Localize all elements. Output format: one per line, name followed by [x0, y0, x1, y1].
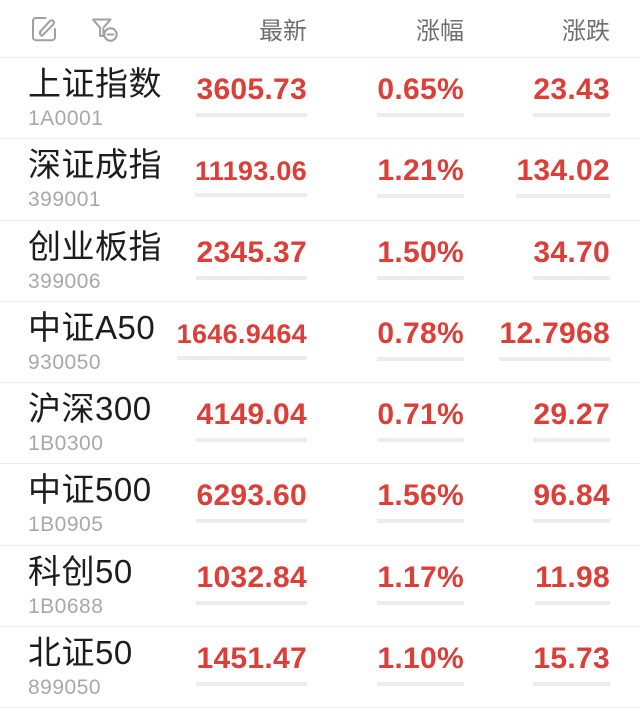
index-code: 1B0905	[28, 513, 104, 537]
change-amount-cell: 34.70	[464, 221, 610, 301]
change-percent-cell: 1.10%	[307, 627, 464, 707]
index-name: 中证A50	[28, 308, 156, 346]
index-row[interactable]: 沪深300 1B0300 4149.04 0.71% 29.27	[0, 383, 640, 465]
change-amount-cell: 23.43	[464, 58, 610, 138]
index-code: 1B0300	[28, 432, 104, 456]
filter-button[interactable]	[88, 13, 120, 45]
latest-value: 1646.9464	[176, 317, 307, 360]
index-row[interactable]: 上证指数 1A0001 3605.73 0.65% 23.43	[0, 58, 640, 140]
change-amount-cell: 11.98	[464, 546, 610, 626]
index-code: 1B0688	[28, 594, 104, 618]
change-amount-value: 15.73	[533, 642, 610, 686]
change-amount-value: 34.70	[533, 236, 610, 280]
latest-cell: 1032.84	[157, 546, 307, 626]
edit-icon	[32, 16, 56, 41]
latest-value: 1032.84	[196, 561, 307, 605]
change-percent-value: 0.78%	[377, 317, 464, 361]
index-name-block: 中证A50 930050	[28, 302, 157, 382]
index-row[interactable]: 中证A50 930050 1646.9464 0.78% 12.7968	[0, 301, 640, 383]
index-name-block: 上证指数 1A0001	[28, 58, 162, 138]
change-percent-cell: 1.17%	[307, 546, 464, 626]
edit-watchlist-button[interactable]	[28, 13, 60, 45]
change-percent-value: 0.71%	[377, 398, 464, 442]
toolbar-tools	[28, 13, 120, 45]
index-code: 399006	[28, 269, 102, 293]
index-name: 中证500	[28, 471, 152, 509]
index-name-block: 深证成指 399001	[28, 139, 162, 219]
index-row[interactable]: 科创50 1B0688 1032.84 1.17% 11.98	[0, 545, 640, 627]
latest-cell: 4149.04	[157, 383, 307, 463]
change-amount-value: 29.27	[533, 398, 610, 442]
column-headers: 最新 涨幅 涨跌	[157, 11, 610, 46]
column-header-latest[interactable]: 最新	[259, 18, 307, 45]
index-name-block: 中证500 1B0905	[28, 464, 157, 544]
index-code: 899050	[28, 675, 102, 699]
change-amount-value: 12.7968	[499, 317, 610, 361]
index-list: 上证指数 1A0001 3605.73 0.65% 23.43 深证成指 399…	[0, 58, 640, 708]
index-code: 399001	[28, 188, 102, 212]
index-row[interactable]: 深证成指 399001 11193.06 1.21% 134.02	[0, 139, 640, 221]
index-name-block: 沪深300 1B0300	[28, 383, 157, 463]
change-amount-cell: 29.27	[464, 383, 610, 463]
index-name: 科创50	[28, 552, 133, 590]
change-percent-cell: 1.21%	[307, 139, 464, 219]
change-amount-cell: 12.7968	[464, 302, 610, 382]
index-code: 930050	[28, 350, 102, 374]
change-percent-cell: 0.65%	[307, 58, 464, 138]
latest-value: 6293.60	[196, 479, 307, 524]
change-percent-value: 0.65%	[377, 73, 464, 117]
change-amount-value: 134.02	[516, 154, 610, 199]
latest-value: 1451.47	[196, 642, 307, 686]
change-percent-value: 1.10%	[377, 642, 464, 686]
change-amount-cell: 134.02	[464, 139, 610, 219]
index-name-block: 北证50 899050	[28, 627, 157, 707]
change-percent-value: 1.56%	[377, 479, 464, 524]
change-amount-value: 96.84	[533, 479, 610, 524]
filter-minus-icon	[92, 18, 118, 42]
index-name: 深证成指	[28, 146, 162, 184]
index-name: 上证指数	[28, 65, 162, 103]
latest-value: 11193.06	[194, 154, 307, 198]
index-row[interactable]: 北证50 899050 1451.47 1.10% 15.73	[0, 626, 640, 708]
index-row[interactable]: 中证500 1B0905 6293.60 1.56% 96.84	[0, 464, 640, 546]
latest-cell: 11193.06	[157, 139, 307, 219]
column-header-change-percent[interactable]: 涨幅	[416, 18, 464, 45]
latest-cell: 1646.9464	[157, 302, 307, 382]
latest-cell: 2345.37	[157, 221, 307, 301]
latest-cell: 6293.60	[157, 464, 307, 544]
change-percent-cell: 0.71%	[307, 383, 464, 463]
latest-value: 2345.37	[196, 236, 307, 280]
index-name: 沪深300	[28, 390, 152, 428]
latest-cell: 1451.47	[157, 627, 307, 707]
change-percent-cell: 1.50%	[307, 221, 464, 301]
index-name: 创业板指	[28, 227, 162, 265]
index-row[interactable]: 创业板指 399006 2345.37 1.50% 34.70	[0, 220, 640, 302]
column-header-change-amount[interactable]: 涨跌	[562, 18, 610, 45]
toolbar: 最新 涨幅 涨跌	[0, 0, 640, 58]
change-amount-value: 23.43	[533, 73, 610, 117]
change-amount-cell: 15.73	[464, 627, 610, 707]
change-percent-value: 1.21%	[377, 154, 464, 199]
index-name: 北证50	[28, 633, 133, 671]
latest-value: 4149.04	[196, 398, 307, 442]
change-percent-cell: 1.56%	[307, 464, 464, 544]
index-code: 1A0001	[28, 107, 104, 131]
change-amount-value: 11.98	[535, 561, 610, 605]
change-percent-cell: 0.78%	[307, 302, 464, 382]
change-percent-value: 1.17%	[377, 561, 464, 605]
change-amount-cell: 96.84	[464, 464, 610, 544]
change-percent-value: 1.50%	[377, 236, 464, 280]
latest-cell: 3605.73	[157, 58, 307, 138]
index-name-block: 科创50 1B0688	[28, 546, 157, 626]
latest-value: 3605.73	[196, 73, 307, 117]
index-name-block: 创业板指 399006	[28, 221, 162, 301]
